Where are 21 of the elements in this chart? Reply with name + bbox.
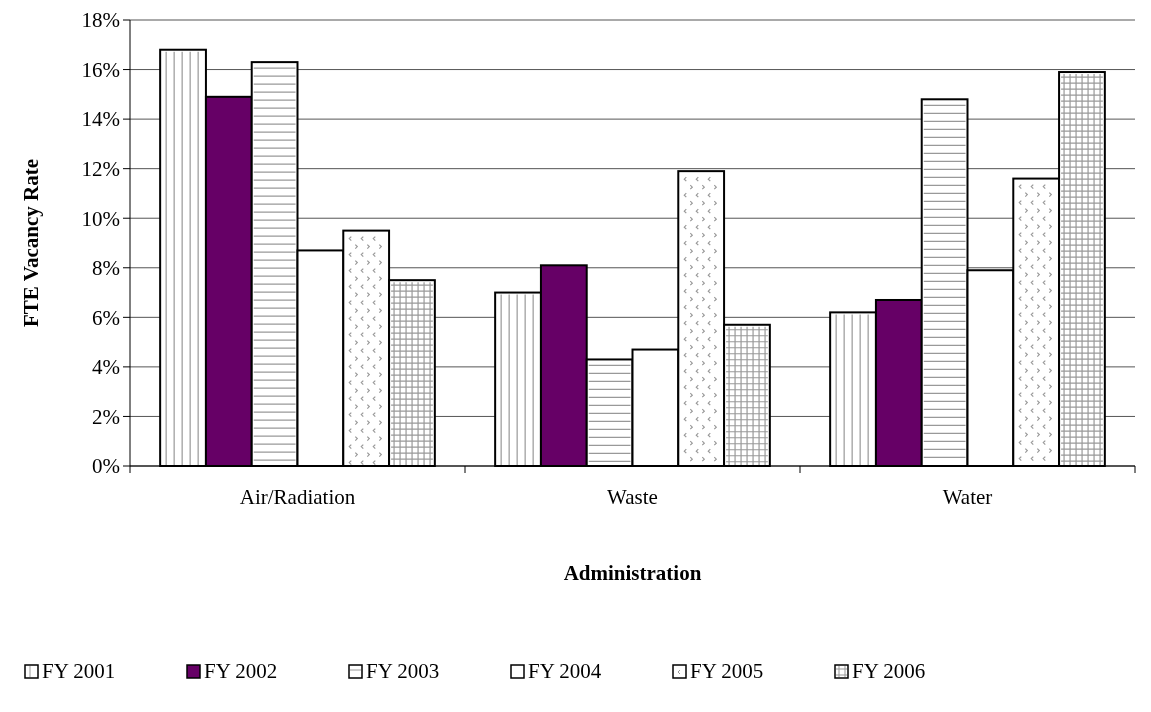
y-tick-label: 18% [81,8,120,33]
y-tick-label: 0% [92,454,120,479]
legend-label: FY 2003 [366,659,440,683]
legend-label: FY 2006 [852,659,926,683]
legend-label: FY 2004 [528,659,602,683]
y-tick-label: 4% [92,355,120,380]
x-tick-label: Waste [607,485,658,509]
legend-label: FY 2001 [42,659,116,683]
y-tick-label: 10% [81,206,120,231]
y-axis-title: FTE Vacancy Rate [19,159,43,327]
y-tick-label: 16% [81,57,120,82]
y-tick-label: 12% [81,157,120,182]
legend-label: FY 2002 [204,659,278,683]
x-tick-label: Water [942,485,993,509]
y-tick-label: 6% [92,305,120,330]
x-tick-label: Air/Radiation [239,485,356,509]
y-tick-label: 2% [92,404,120,429]
y-tick-label: 14% [81,107,120,132]
y-tick-label: 8% [92,256,120,281]
x-axis-title: Administration [563,561,702,585]
legend-label: FY 2005 [690,659,764,683]
